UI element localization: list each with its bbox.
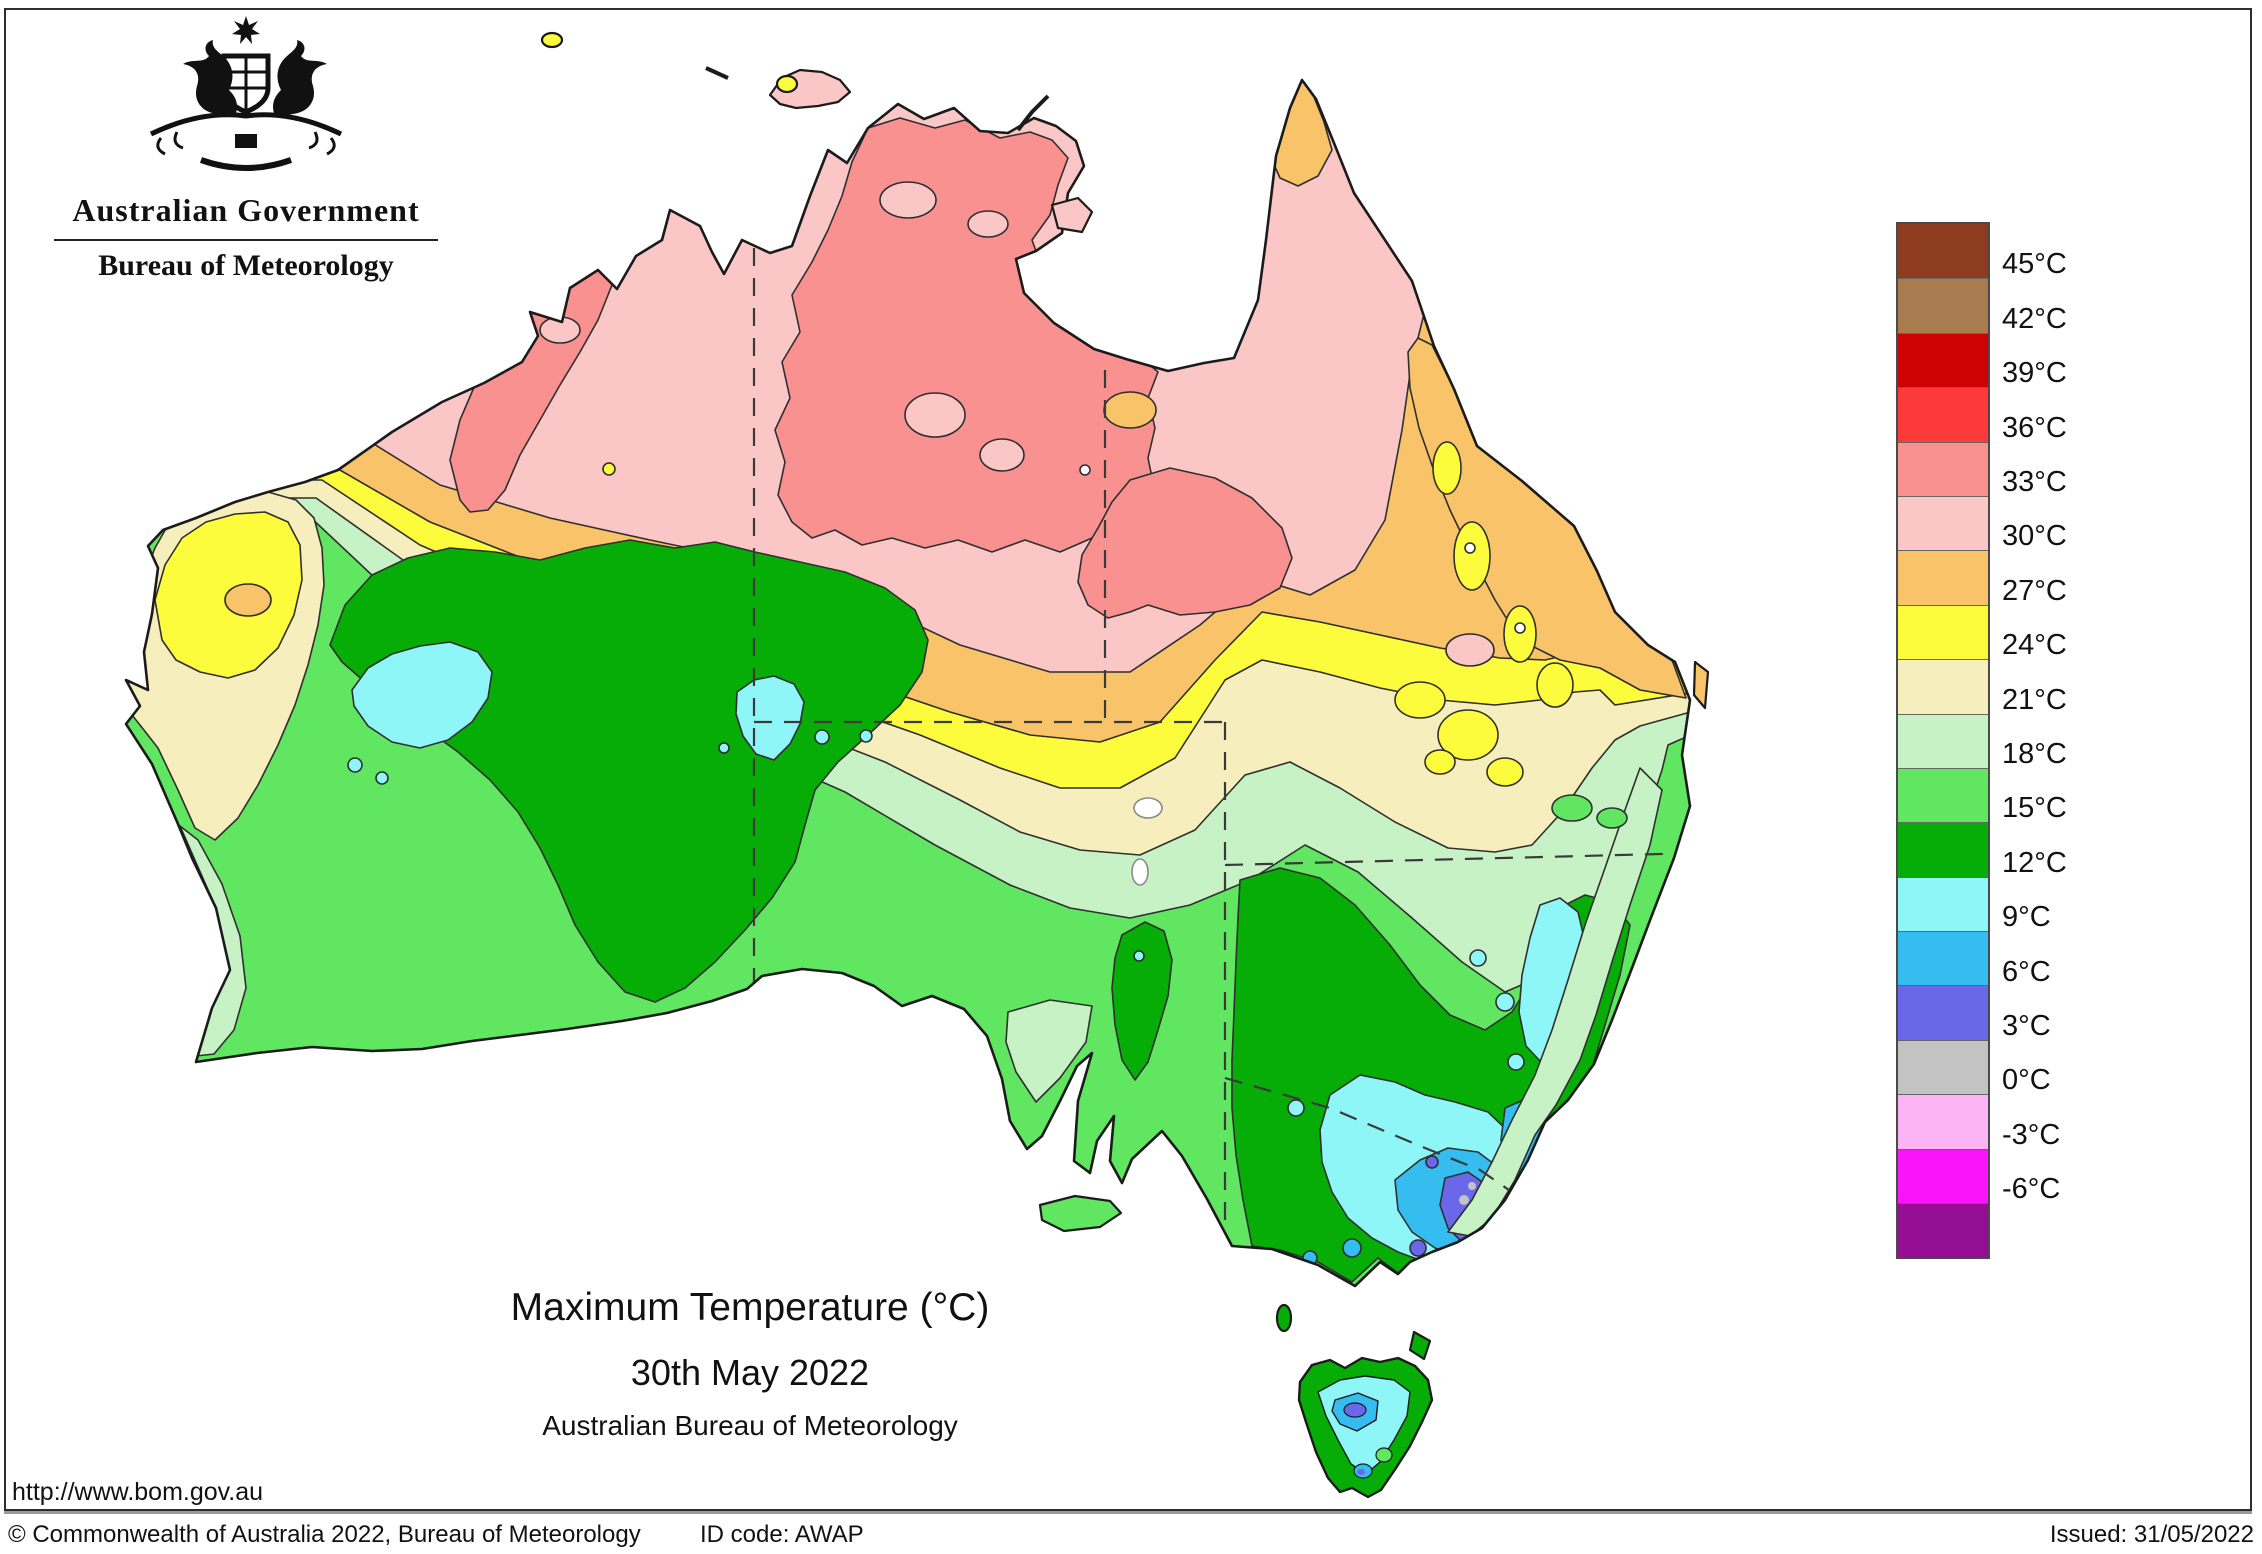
legend-label: -3°C bbox=[2002, 1118, 2061, 1151]
legend-label: 39°C bbox=[2002, 357, 2067, 390]
legend-swatch bbox=[1898, 550, 1988, 605]
legend-label: 33°C bbox=[2002, 466, 2067, 498]
legend-label: 3°C bbox=[2002, 1010, 2051, 1042]
legend-swatch bbox=[1898, 985, 1988, 1040]
map-title: Maximum Temperature (°C) bbox=[510, 1286, 990, 1329]
legend-swatch bbox=[1898, 876, 1988, 932]
map-date: 30th May 2022 bbox=[630, 1352, 870, 1393]
legend-swatch bbox=[1898, 931, 1988, 986]
state-borders bbox=[752, 218, 1690, 1243]
bom-url: http://www.bom.gov.au bbox=[12, 1478, 264, 1506]
legend-label: 15°C bbox=[2002, 792, 2067, 825]
id-code-text: ID code: AWAP bbox=[700, 1521, 864, 1548]
legend-label: 45°C bbox=[2002, 248, 2067, 281]
legend-swatch bbox=[1898, 1039, 1988, 1095]
bom-logo: Australian Government Bureau of Meteorol… bbox=[46, 14, 446, 283]
legend-swatches bbox=[1896, 222, 1990, 1260]
issued-date-text: Issued: 31/05/2022 bbox=[2049, 1521, 2254, 1548]
legend-label: -6°C bbox=[2002, 1173, 2061, 1206]
legend-label: 21°C bbox=[2002, 683, 2067, 716]
logo-divider bbox=[54, 239, 438, 241]
legend-swatch bbox=[1898, 1203, 1988, 1258]
temperature-legend: 45°C 42°C 39°C 36°C 33°C 30°C 27°C 24°C 21°C 18°C… bbox=[1896, 222, 2156, 1262]
legend-swatch bbox=[1898, 441, 1988, 496]
coat-of-arms-icon bbox=[149, 16, 343, 171]
legend-swatch bbox=[1898, 224, 1988, 279]
legend-label: 0°C bbox=[2002, 1064, 2051, 1097]
legend-swatch bbox=[1898, 387, 1988, 442]
islands bbox=[540, 31, 1710, 1361]
legend-label: 12°C bbox=[2002, 846, 2067, 879]
copyright-text: © Commonwealth of Australia 2022, Bureau… bbox=[8, 1521, 641, 1548]
legend-label: 27°C bbox=[2002, 574, 2067, 607]
map-title-block: Maximum Temperature (°C) 30th May 2022 A… bbox=[330, 1286, 1170, 1442]
legend-label: 42°C bbox=[2002, 302, 2067, 335]
mainland-coastline bbox=[124, 78, 1692, 1288]
legend-label: 36°C bbox=[2002, 411, 2067, 444]
logo-bureau-text: Bureau of Meteorology bbox=[98, 249, 394, 282]
legend-swatch bbox=[1898, 1148, 1988, 1204]
legend-label: 6°C bbox=[2002, 955, 2051, 988]
legend-label: 24°C bbox=[2002, 629, 2067, 662]
tasmania bbox=[1297, 1356, 1434, 1499]
legend-label: 18°C bbox=[2002, 738, 2067, 770]
legend-swatch bbox=[1898, 604, 1988, 660]
map-attribution: Australian Bureau of Meteorology bbox=[542, 1410, 958, 1441]
legend-label: 9°C bbox=[2002, 901, 2051, 934]
legend-swatch bbox=[1898, 713, 1988, 768]
legend-swatch bbox=[1898, 822, 1988, 877]
legend-swatch bbox=[1898, 1094, 1988, 1149]
logo-government-text: Australian Government bbox=[72, 192, 420, 228]
legend-label: 30°C bbox=[2002, 520, 2067, 553]
legend-swatch bbox=[1898, 278, 1988, 333]
legend-swatch bbox=[1898, 767, 1988, 823]
legend-swatch bbox=[1898, 659, 1988, 714]
legend-swatch bbox=[1898, 332, 1988, 388]
legend-swatch bbox=[1898, 495, 1988, 551]
